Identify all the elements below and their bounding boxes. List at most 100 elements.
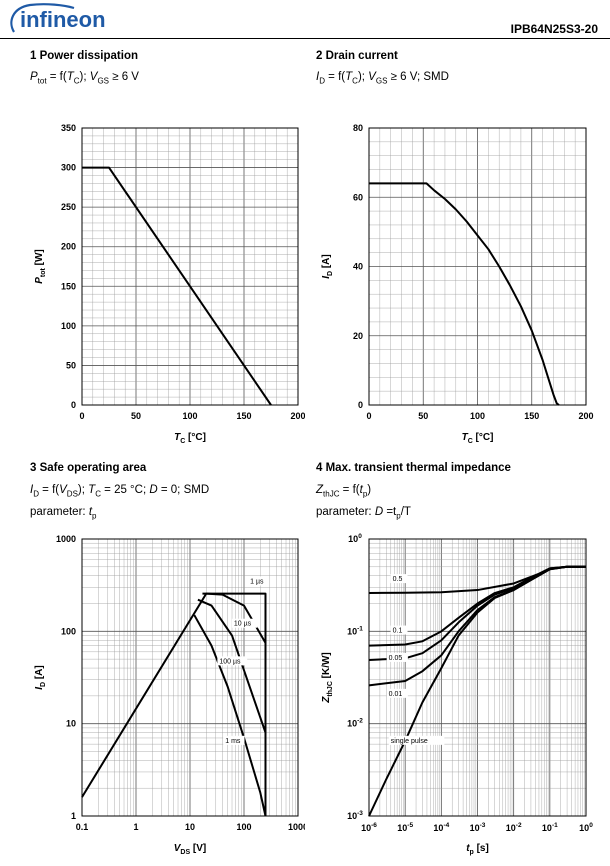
axis-subscript: C bbox=[180, 438, 185, 445]
x-tick-label: 10-2 bbox=[506, 822, 522, 833]
subtitle-subscript: D bbox=[319, 76, 325, 86]
x-tick-label: 10-3 bbox=[470, 822, 486, 833]
series-line-1-s bbox=[81, 592, 267, 816]
subtitle-text: ≥ 6 V bbox=[109, 71, 139, 83]
y-tick-label: 10 bbox=[66, 719, 76, 729]
subtitle-subscript: DS bbox=[66, 489, 78, 499]
subtitle-subscript: C bbox=[73, 76, 80, 86]
annotation-bg bbox=[248, 576, 270, 586]
plot-frame bbox=[81, 127, 299, 406]
y-tick-label: 0 bbox=[71, 400, 76, 410]
subtitle-var: T bbox=[66, 71, 74, 83]
tick-exponent: -4 bbox=[443, 822, 449, 829]
y-tick-label: 150 bbox=[61, 281, 76, 291]
tick-exponent: -6 bbox=[371, 822, 377, 829]
param-text: /T bbox=[400, 506, 411, 518]
tick-base: 10 bbox=[348, 534, 358, 544]
tick-exponent: -1 bbox=[357, 625, 363, 632]
infineon-logo: infineon bbox=[10, 3, 106, 33]
subtitle-var: D bbox=[149, 484, 158, 496]
y-axis-label: ID [A] bbox=[34, 665, 47, 690]
axis-subscript: thJC bbox=[327, 681, 334, 697]
axis-subscript: p bbox=[470, 849, 474, 856]
series-line-10-s bbox=[202, 592, 267, 644]
axis-unit: [W] bbox=[34, 249, 45, 268]
subtitle-var: I bbox=[316, 71, 320, 83]
annotation-bg bbox=[217, 656, 248, 666]
tick-exponent: -2 bbox=[516, 822, 522, 829]
y-tick-label: 10-3 bbox=[347, 810, 363, 821]
x-tick-label: 100 bbox=[470, 411, 485, 421]
y-tick-label: 200 bbox=[61, 242, 76, 252]
tick-exponent: -3 bbox=[480, 822, 486, 829]
annotation-label: 1 ms bbox=[225, 738, 241, 745]
chart4-title: 4 Max. transient thermal impedance bbox=[316, 462, 511, 474]
subtitle-var: P bbox=[30, 71, 38, 83]
subtitle-var: t bbox=[359, 484, 363, 496]
x-tick-label: 100 bbox=[579, 822, 593, 833]
y-axis-label: ZthJC [K/W] bbox=[321, 652, 334, 704]
param-prefix: parameter: bbox=[30, 506, 89, 518]
chart2-drain-current: 0 50 100 150 200 0 20 40 60 80 TC [°C] ID [A] bbox=[321, 123, 594, 445]
axis-var: t bbox=[466, 843, 470, 854]
x-tick-label: 150 bbox=[236, 411, 251, 421]
chart3-title: 3 Safe operating area bbox=[30, 462, 147, 474]
x-axis-label: tp [s] bbox=[466, 843, 489, 856]
axis-unit: [V] bbox=[190, 843, 206, 854]
grid bbox=[81, 127, 299, 406]
subtitle-text: ); bbox=[79, 71, 90, 83]
annotation-bg bbox=[390, 574, 408, 584]
y-axis-label: Ptot [W] bbox=[34, 249, 47, 284]
tick-base: 10 bbox=[347, 811, 357, 821]
annotation-label: 0.5 bbox=[393, 576, 403, 583]
subtitle-subscript: GS bbox=[375, 76, 388, 86]
x-tick-label: 200 bbox=[290, 411, 305, 421]
x-tick-label: 50 bbox=[131, 411, 141, 421]
axis-unit: [A] bbox=[321, 254, 332, 271]
x-tick-label: 10-5 bbox=[397, 822, 413, 833]
axis-var: P bbox=[34, 277, 45, 284]
subtitle-var: I bbox=[30, 484, 34, 496]
logo-wordmark: infineon bbox=[20, 7, 106, 32]
tick-exponent: -3 bbox=[357, 810, 363, 817]
y-tick-label: 10-1 bbox=[347, 625, 363, 636]
part-number: IPB64N25S3-20 bbox=[510, 22, 598, 36]
y-tick-label: 350 bbox=[61, 123, 76, 133]
subtitle-text: = 25 °C; bbox=[100, 484, 150, 496]
plot-frame bbox=[368, 538, 587, 817]
chart3-safe-operating-area: 0.111010010001101001000VDS [V]ID [A]1 µs… bbox=[34, 534, 305, 856]
subtitle-text: = f( bbox=[339, 484, 360, 496]
param-text: =t bbox=[383, 506, 397, 518]
chart1-subtitle: Ptot = f(TC); VGS ≥ 6 V bbox=[30, 71, 139, 85]
subtitle-subscript: p bbox=[362, 489, 368, 499]
y-axis-label: ID [A] bbox=[321, 254, 334, 279]
param-prefix: parameter: bbox=[316, 506, 375, 518]
y-tick-label: 100 bbox=[348, 533, 362, 544]
x-tick-label: 50 bbox=[418, 411, 428, 421]
axis-var: T bbox=[174, 432, 181, 443]
annotation-label: 10 µs bbox=[234, 621, 252, 628]
y-tick-label: 100 bbox=[61, 626, 76, 636]
subtitle-text: ); bbox=[357, 71, 369, 83]
param-subscript: p bbox=[92, 511, 97, 521]
tick-exponent: 0 bbox=[589, 822, 593, 829]
x-tick-label: 200 bbox=[578, 411, 593, 421]
subtitle-subscript: GS bbox=[97, 76, 109, 86]
tick-base: 10 bbox=[506, 823, 516, 833]
x-tick-label: 10-4 bbox=[433, 822, 449, 833]
annotation-bg bbox=[388, 735, 445, 745]
subtitle-var: T bbox=[88, 484, 96, 496]
subtitle-text: = f( bbox=[324, 71, 346, 83]
tick-base: 10 bbox=[433, 823, 443, 833]
plot-frame bbox=[81, 538, 299, 817]
subtitle-var: V bbox=[368, 71, 376, 83]
x-axis-label: TC [°C] bbox=[462, 432, 494, 445]
y-tick-label: 50 bbox=[66, 360, 76, 370]
axis-subscript: D bbox=[40, 682, 47, 687]
param-var: D bbox=[374, 506, 384, 518]
annotation-label: 0.1 bbox=[393, 628, 403, 635]
axis-var: V bbox=[174, 843, 182, 854]
tick-base: 10 bbox=[470, 823, 480, 833]
axis-var: I bbox=[321, 276, 332, 279]
subtitle-text: = f( bbox=[38, 484, 60, 496]
